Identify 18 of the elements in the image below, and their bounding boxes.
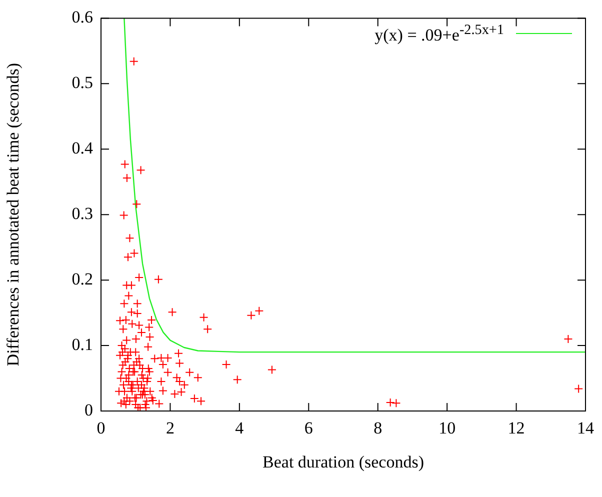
y-tick-label: 0.6 [72, 8, 93, 27]
y-tick-label: 0.1 [72, 335, 93, 354]
x-tick-label: 10 [438, 418, 456, 438]
x-tick-label: 4 [235, 418, 244, 438]
y-tick-label: 0.4 [72, 138, 94, 158]
y-tick-label: 0 [84, 400, 93, 420]
y-tick-label: 0.3 [72, 204, 93, 224]
x-tick-label: 2 [166, 418, 174, 438]
x-tick-label: 0 [96, 418, 106, 438]
y-axis-title: Differences in annotated beat time (seconds) [4, 63, 23, 366]
x-tick-label: 12 [508, 418, 525, 438]
y-tick-label: 0.5 [72, 73, 93, 92]
text: y(x) = .09+e$^{-2.5x+1}$ [374, 22, 504, 46]
x-tick-label: 8 [374, 418, 382, 438]
x-axis-title: Beat duration (seconds) [262, 452, 424, 472]
x-tick-label: 14 [577, 418, 594, 438]
y-tick-label: 0.2 [72, 270, 93, 289]
x-tick-label: 6 [304, 418, 313, 438]
